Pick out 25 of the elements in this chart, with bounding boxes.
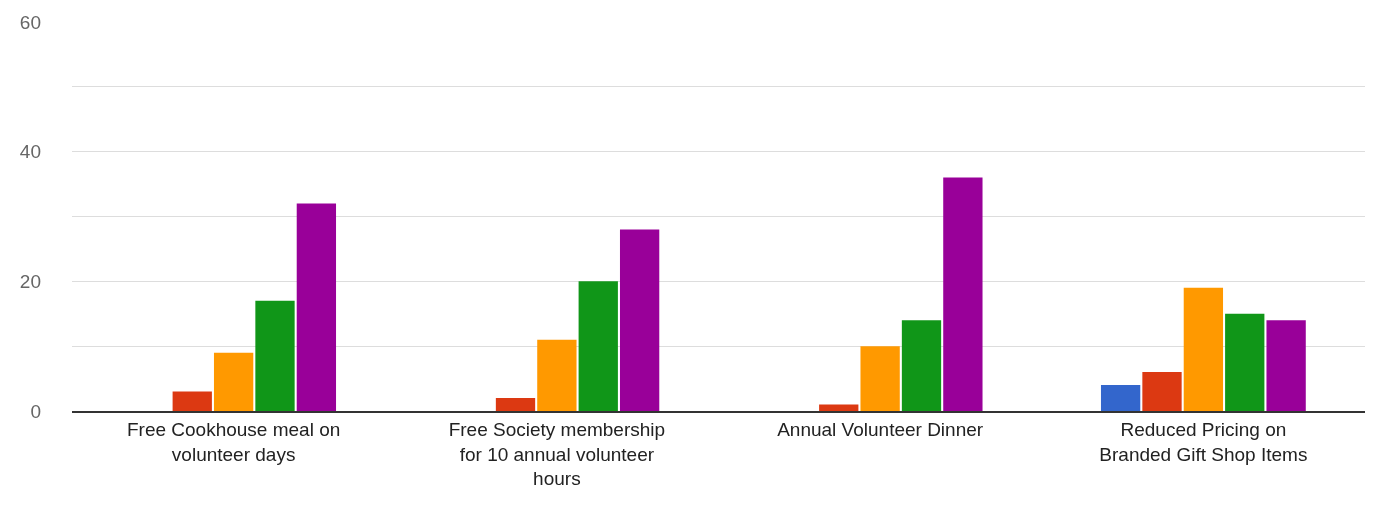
bar <box>1100 385 1141 411</box>
y-tick-label: 60 <box>19 11 41 33</box>
bar <box>172 391 212 411</box>
bar <box>578 281 618 411</box>
y-tick-label: 40 <box>19 141 41 163</box>
x-tick-label: Free Cookhouse meal on volunteer days <box>126 418 341 465</box>
y-tick-label: 0 <box>30 400 41 422</box>
bar <box>619 229 660 411</box>
bar <box>213 352 254 411</box>
bar <box>537 339 577 411</box>
bar <box>255 300 295 411</box>
bar <box>1142 372 1182 411</box>
bar <box>1183 287 1224 411</box>
bar <box>1266 320 1306 411</box>
bar <box>1225 313 1265 411</box>
x-tick-label: Free Society membership for 10 annual volunteer hours <box>448 418 666 490</box>
bar <box>901 320 942 411</box>
bar <box>860 346 900 411</box>
bar <box>296 203 337 411</box>
x-tick-label: Annual Volunteer Dinner <box>777 418 984 440</box>
bar <box>495 398 536 411</box>
y-tick-label: 20 <box>19 270 41 292</box>
bar <box>819 404 859 411</box>
x-tick-label: Reduced Pricing on Branded Gift Shop Items <box>1099 418 1308 465</box>
bar <box>943 177 983 411</box>
